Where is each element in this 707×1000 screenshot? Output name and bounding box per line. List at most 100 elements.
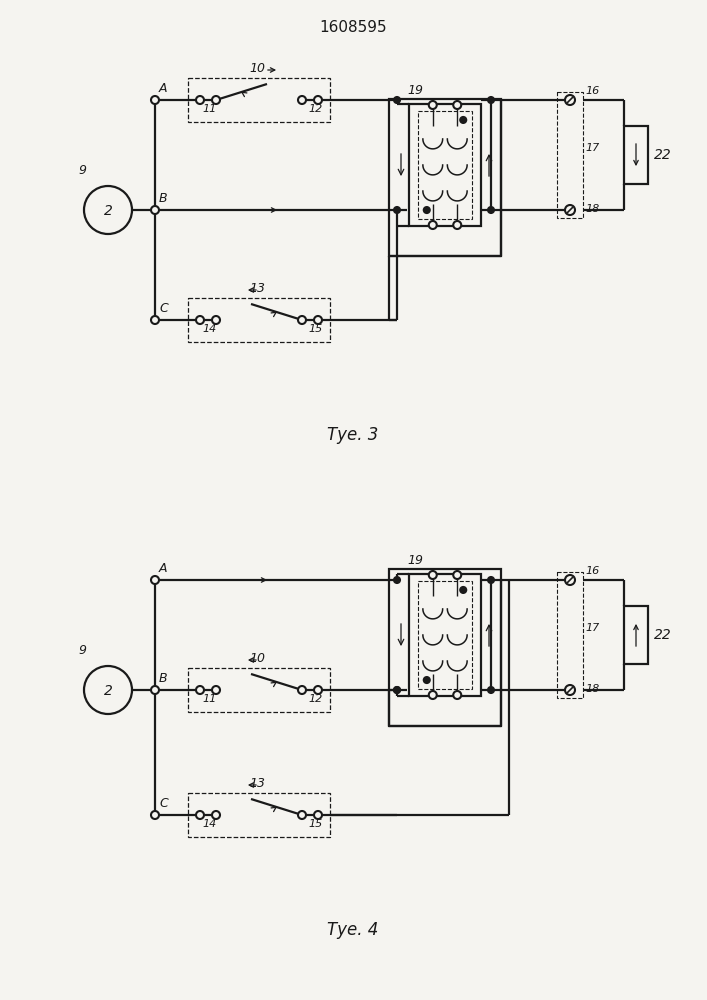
Circle shape [212, 96, 220, 104]
Text: 11: 11 [202, 694, 216, 704]
Bar [624, 606, 648, 664]
Circle shape [460, 587, 466, 593]
Text: 2: 2 [103, 684, 112, 698]
Text: Τуе. 3: Τуе. 3 [327, 426, 379, 444]
Circle shape [428, 221, 437, 229]
Bar [557, 572, 583, 698]
Circle shape [565, 685, 575, 695]
Circle shape [151, 576, 159, 584]
Circle shape [394, 577, 400, 583]
Bar [389, 99, 501, 256]
Circle shape [453, 571, 461, 579]
Text: 18: 18 [585, 204, 600, 214]
Text: 15: 15 [308, 819, 322, 829]
Circle shape [151, 686, 159, 694]
Circle shape [394, 207, 400, 213]
Circle shape [565, 205, 575, 215]
Circle shape [84, 666, 132, 714]
Circle shape [314, 316, 322, 324]
Circle shape [151, 206, 159, 214]
Text: 10: 10 [249, 62, 265, 75]
Circle shape [423, 677, 430, 683]
Circle shape [394, 97, 400, 103]
Text: 22: 22 [654, 148, 672, 162]
Text: 9: 9 [78, 164, 86, 177]
Text: 12: 12 [308, 694, 322, 704]
Text: 14: 14 [202, 324, 216, 334]
Text: 12: 12 [308, 104, 322, 114]
Text: 9: 9 [78, 644, 86, 657]
Circle shape [460, 117, 466, 123]
Circle shape [488, 97, 494, 103]
Circle shape [453, 221, 461, 229]
Text: A: A [159, 82, 168, 95]
Circle shape [565, 575, 575, 585]
Circle shape [428, 101, 437, 109]
Bar [624, 126, 648, 184]
Text: 22: 22 [654, 628, 672, 642]
Circle shape [196, 811, 204, 819]
Text: 10: 10 [249, 652, 265, 665]
Circle shape [428, 571, 437, 579]
Circle shape [488, 207, 494, 213]
Circle shape [298, 96, 306, 104]
Circle shape [314, 686, 322, 694]
Text: 19: 19 [407, 84, 423, 97]
Circle shape [212, 316, 220, 324]
Text: 17: 17 [585, 623, 600, 633]
Text: 17: 17 [585, 143, 600, 153]
Circle shape [298, 316, 306, 324]
Circle shape [428, 691, 437, 699]
Text: 11: 11 [202, 104, 216, 114]
Text: B: B [159, 672, 168, 685]
Text: 14: 14 [202, 819, 216, 829]
Text: 15: 15 [308, 324, 322, 334]
Circle shape [488, 577, 494, 583]
Bar [557, 92, 583, 218]
Text: 20: 20 [423, 631, 438, 641]
Text: Τуе. 4: Τуе. 4 [327, 921, 379, 939]
Circle shape [394, 687, 400, 693]
Circle shape [488, 687, 494, 693]
Circle shape [196, 686, 204, 694]
Circle shape [212, 811, 220, 819]
Circle shape [84, 186, 132, 234]
Text: 21: 21 [452, 161, 467, 171]
Text: 18: 18 [585, 684, 600, 694]
Circle shape [298, 686, 306, 694]
Bar [418, 581, 472, 689]
Circle shape [298, 811, 306, 819]
Text: 13: 13 [249, 282, 265, 295]
Bar [409, 574, 481, 696]
Text: C: C [159, 797, 168, 810]
Bar [188, 793, 330, 837]
Text: A: A [159, 562, 168, 575]
Bar [409, 104, 481, 226]
Text: 16: 16 [585, 86, 600, 96]
Circle shape [394, 687, 400, 693]
Text: B: B [159, 192, 168, 205]
Text: C: C [159, 302, 168, 315]
Bar [188, 298, 330, 342]
Circle shape [314, 96, 322, 104]
Circle shape [565, 95, 575, 105]
Circle shape [196, 316, 204, 324]
Circle shape [212, 686, 220, 694]
Bar [389, 569, 501, 726]
Circle shape [151, 96, 159, 104]
Circle shape [314, 811, 322, 819]
Text: 21: 21 [452, 631, 467, 641]
Circle shape [453, 101, 461, 109]
Bar [188, 78, 330, 122]
Text: 20: 20 [423, 161, 438, 171]
Circle shape [423, 207, 430, 213]
Circle shape [151, 811, 159, 819]
Text: 13: 13 [249, 777, 265, 790]
Circle shape [453, 691, 461, 699]
Bar [188, 668, 330, 712]
Circle shape [196, 96, 204, 104]
Bar [418, 111, 472, 219]
Circle shape [151, 316, 159, 324]
Text: 2: 2 [103, 204, 112, 218]
Text: 16: 16 [585, 566, 600, 576]
